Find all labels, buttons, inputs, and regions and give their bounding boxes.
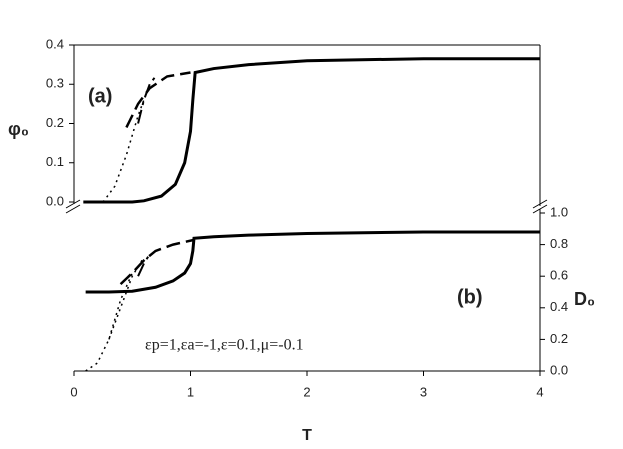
- x-tick-label: 1: [187, 384, 194, 399]
- x-axis-label: T: [302, 427, 312, 444]
- panel-label: (a): [88, 85, 112, 107]
- data-line: [137, 253, 151, 277]
- data-line: [125, 71, 191, 128]
- x-tick-label: 0: [70, 384, 77, 399]
- y-tick-label: 0.2: [46, 115, 64, 130]
- data-line: [137, 75, 157, 124]
- y-tick-label: 0.0: [550, 362, 568, 377]
- y-tick-label: 0.2: [550, 331, 568, 346]
- y-tick-label: 0.8: [550, 236, 568, 251]
- panel-label: (b): [457, 286, 483, 308]
- x-tick-label: 3: [420, 384, 427, 399]
- y-tick-label: 1.0: [550, 204, 568, 219]
- data-line: [85, 230, 540, 294]
- axis-break: [65, 204, 81, 214]
- axis-break: [65, 199, 81, 209]
- x-tick-label: 2: [303, 384, 310, 399]
- y-tick-label: 0.4: [46, 36, 64, 51]
- x-tick-label: 4: [536, 384, 543, 399]
- data-line: [102, 99, 145, 203]
- y-tick-label: 0.0: [46, 193, 64, 208]
- y-axis-label: φ₀: [8, 119, 29, 139]
- y-tick-label: 0.1: [46, 154, 64, 169]
- data-line: [108, 256, 145, 340]
- y-tick-label: 0.6: [550, 268, 568, 283]
- data-line: [119, 238, 195, 286]
- data-line: [85, 272, 133, 372]
- y-tick-label: 0.3: [46, 76, 64, 91]
- annotation: εp=1,εa=-1,ε=0.1,μ=-0.1: [145, 337, 304, 354]
- y-tick-label: 0.4: [550, 299, 568, 314]
- data-line: [83, 57, 540, 204]
- y-axis-label: D₀: [574, 289, 595, 309]
